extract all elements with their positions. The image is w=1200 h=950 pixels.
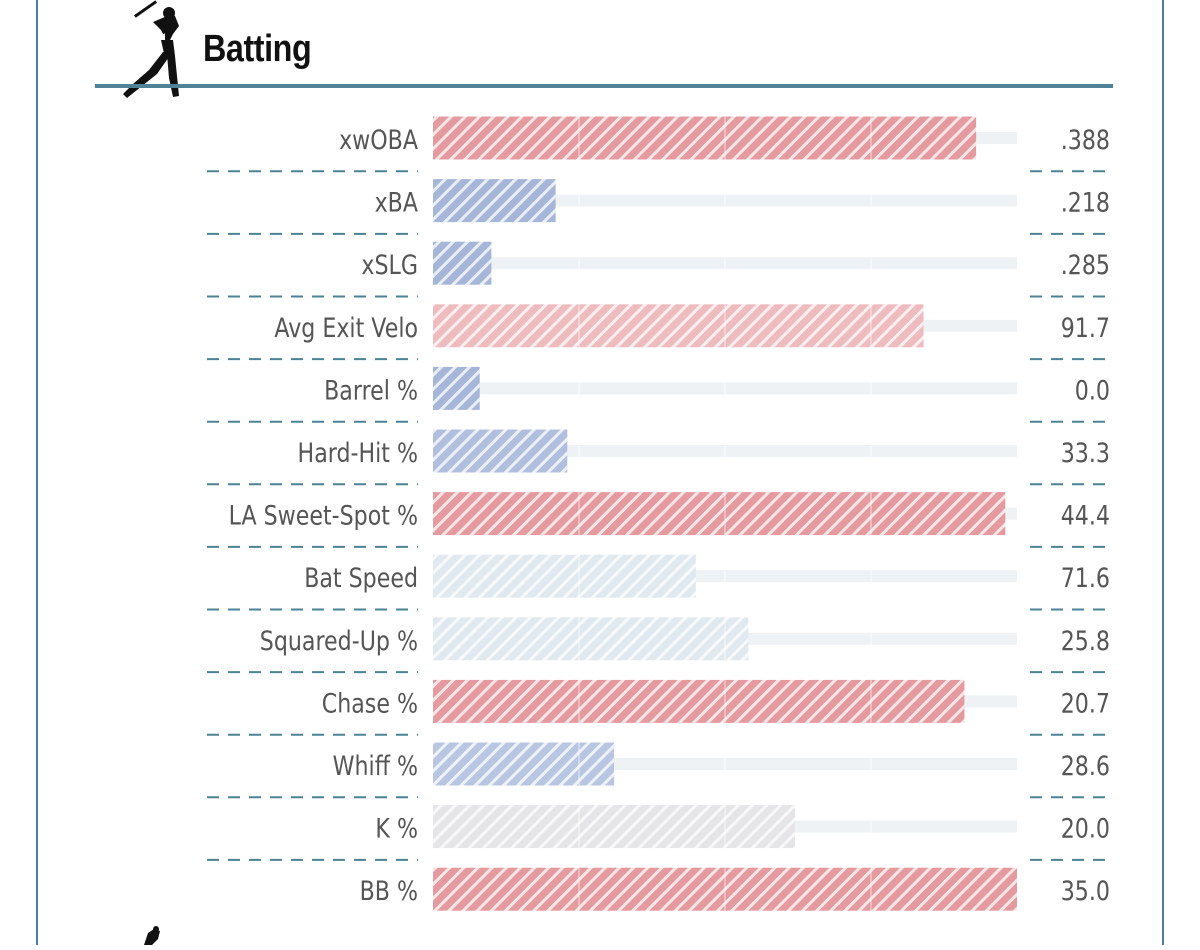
value-label: 44.4 [1061,499,1110,531]
value-label: 33.3 [1061,437,1110,469]
bar-avg-exit-velo [433,304,924,348]
next-section-icon [138,925,170,945]
value-label: 20.0 [1061,812,1110,844]
bar-barrel [433,366,480,410]
category-label: Whiff % [333,750,418,782]
category-label: Bat Speed [304,562,418,594]
category-label: Hard-Hit % [298,437,418,469]
value-label: 28.6 [1061,750,1110,782]
frame-right-border [1162,0,1164,945]
bar-la-sweet-spot [433,492,1006,536]
category-label: xSLG [361,249,418,281]
bar-bat-speed [433,554,696,598]
section-header: Batting [95,0,1113,100]
value-label: 20.7 [1061,687,1110,719]
bar-hard-hit [433,429,568,473]
category-label: Chase % [322,687,418,719]
bar-k [433,805,796,849]
bar-xslg [433,241,492,285]
value-label: 25.8 [1061,625,1110,657]
value-label: 35.0 [1061,875,1110,907]
section-title: Batting [203,28,312,70]
category-label: xBA [375,186,419,218]
category-label: Barrel % [324,374,418,406]
category-label: LA Sweet-Spot % [229,499,418,531]
value-label: 71.6 [1061,562,1110,594]
value-label: .285 [1061,249,1110,281]
value-label: 0.0 [1075,374,1110,406]
bar-whiff [433,742,615,786]
value-label: .218 [1061,186,1110,218]
frame-left-border [36,0,38,945]
bar-squared-up [433,617,749,661]
bar-chase [433,679,965,723]
category-label: Avg Exit Velo [274,312,418,344]
bar-xba [433,179,556,223]
value-label: 91.7 [1061,312,1110,344]
category-label: BB % [360,875,418,907]
category-label: xwOBA [339,124,418,156]
header-rule [95,84,1113,88]
bar-xwoba [433,116,977,160]
category-label: Squared-Up % [260,625,418,657]
category-label: K % [375,812,418,844]
value-label: .388 [1061,124,1110,156]
